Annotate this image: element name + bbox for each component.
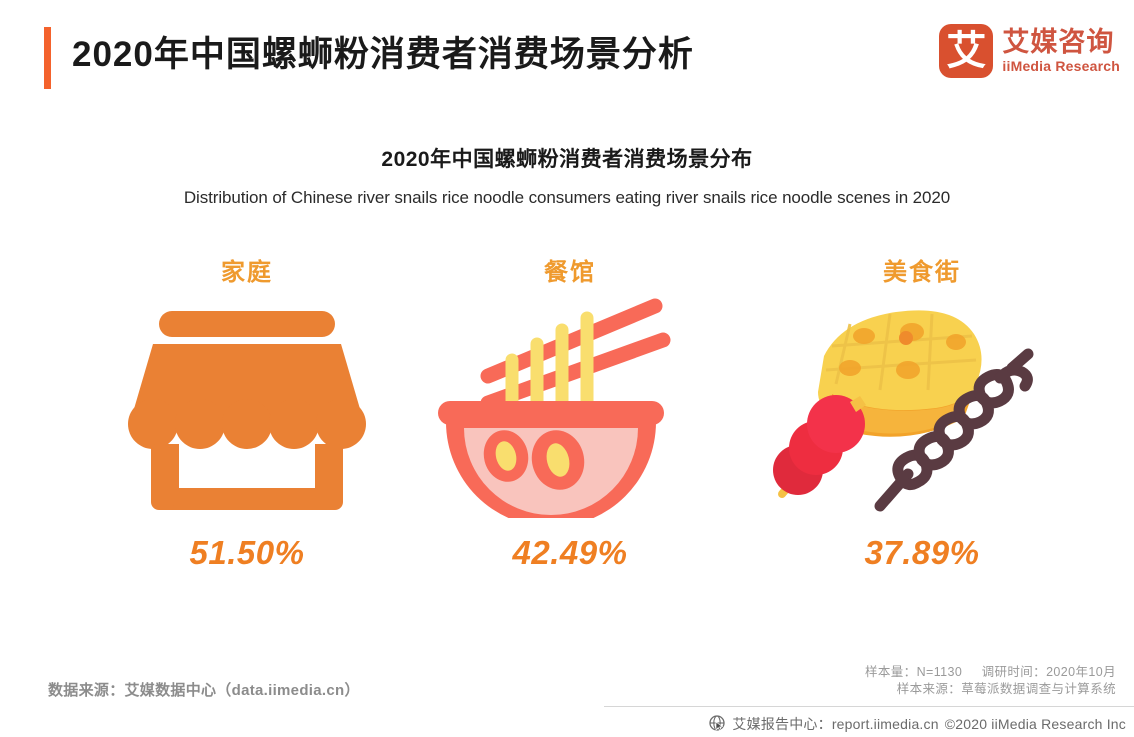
brand-mark-glyph: 艾 (946, 29, 987, 73)
food-street-icon (772, 298, 1072, 518)
sample-line-1: 样本量：N=1130 调研时间：2020年10月 (865, 664, 1116, 681)
category-value: 42.49% (512, 534, 628, 571)
brand-mark-icon: 艾 (939, 24, 994, 78)
sample-size: 样本量：N=1130 (864, 665, 963, 679)
chart-column-restaurant: 餐馆 (420, 252, 720, 602)
page-title: 2020年中国螺蛳粉消费者消费场景分析 (72, 35, 694, 74)
chart-column-food-street: 美食街 (772, 252, 1072, 602)
sample-info: 样本量：N=1130 调研时间：2020年10月 样本来源：草莓派数据调查与计算… (865, 664, 1116, 698)
report-center-link[interactable]: 艾媒报告中心：report.iimedia.cn (732, 715, 939, 732)
footer-divider (604, 706, 1134, 707)
data-source-note: 数据来源：艾媒数据中心（data.iimedia.cn） (48, 682, 360, 699)
category-value: 51.50% (189, 534, 305, 571)
chart-subtitle: Distribution of Chinese river snails ric… (183, 188, 951, 207)
category-label: 美食街 (883, 259, 961, 286)
chart-title: 2020年中国螺蛳粉消费者消费场景分布 (381, 148, 753, 171)
noodle-bowl-icon (420, 298, 720, 527)
brand-name-en: iiMedia Research (1002, 58, 1120, 74)
skewer-shape (874, 348, 1034, 512)
brand-logo: 艾 艾媒咨询 iiMedia Research (939, 24, 1120, 78)
chart-column-home: 家庭 51.50% (97, 252, 397, 602)
brand-name-cn: 艾媒咨询 (1002, 27, 1115, 57)
title-accent-bar (44, 27, 51, 89)
chart-columns: 家庭 51.50% (0, 252, 1134, 602)
page-header: 2020年中国螺蛳粉消费者消费场景分析 艾 艾媒咨询 iiMedia Resea… (0, 0, 1134, 105)
category-label: 家庭 (221, 259, 273, 286)
brand-text: 艾媒咨询 iiMedia Research (1002, 27, 1120, 75)
category-value: 37.89% (864, 534, 980, 571)
candied-haws-shape (773, 395, 866, 498)
globe-icon (709, 715, 726, 732)
shop-icon (97, 298, 397, 518)
survey-time: 调研时间：2020年10月 (981, 665, 1116, 679)
footer-bar: 艾媒报告中心：report.iimedia.cn ©2020 iiMedia R… (604, 710, 1134, 737)
copyright-text: ©2020 iiMedia Research Inc (944, 715, 1126, 732)
sample-source: 样本来源：草莓派数据调查与计算系统 (896, 682, 1116, 696)
category-label: 餐馆 (544, 259, 596, 286)
